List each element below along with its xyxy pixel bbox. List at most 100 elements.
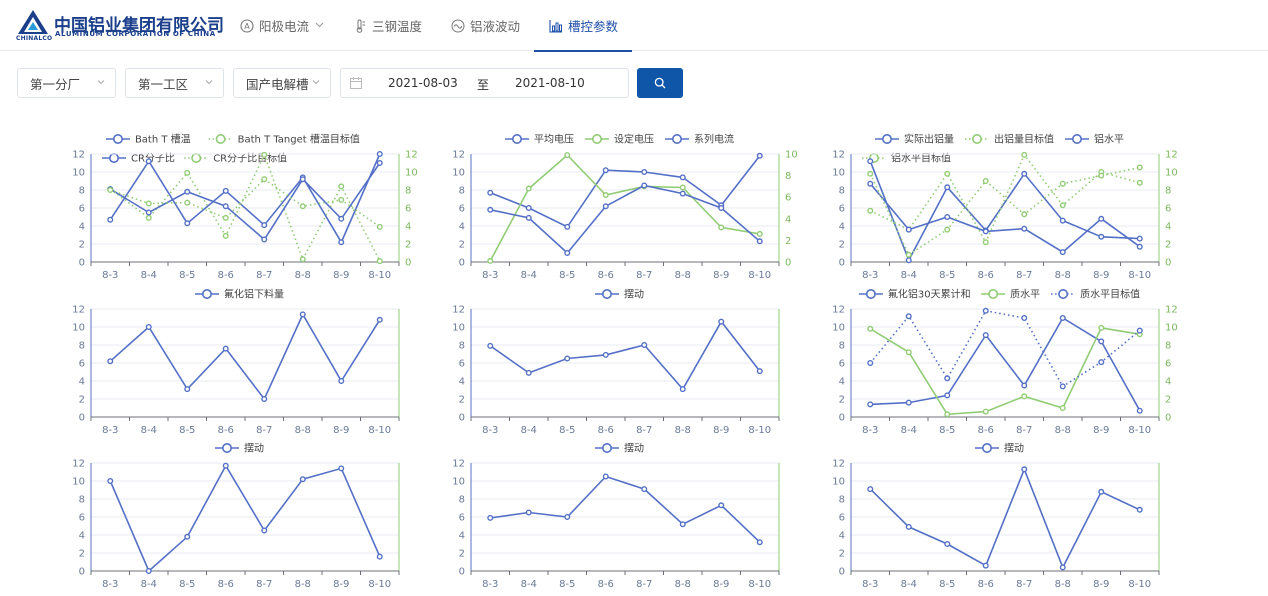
data-point	[1059, 383, 1066, 390]
data-point	[222, 214, 229, 221]
legend-item[interactable]: 出铝量目标值	[965, 133, 1054, 146]
legend-label: 摆动	[244, 442, 264, 455]
x-tick-label: 8-8	[1055, 270, 1071, 281]
data-point	[1021, 170, 1028, 177]
y-tick-label-right: 4	[1165, 377, 1171, 388]
tab-liquid-fluctuation[interactable]: 铝液波动	[436, 0, 534, 51]
tab-label: 铝液波动	[470, 19, 521, 34]
data-point	[1059, 404, 1066, 411]
main-nav: A 阳极电流 三钢温度 铝液波动 槽控参数	[225, 0, 633, 52]
legend-item[interactable]: 铝水平目标值	[862, 152, 951, 165]
data-point	[107, 216, 114, 223]
y-tick-label-left: 4	[839, 531, 845, 542]
legend-item[interactable]: 摆动	[975, 442, 1024, 455]
legend-swatch-marker	[982, 443, 993, 453]
x-tick-label: 8-9	[713, 270, 729, 281]
legend-item[interactable]: 质水平	[981, 289, 1040, 301]
anode-icon: A	[239, 18, 254, 33]
company-logo[interactable]: CHINALCO 中国铝业集团有限公司 ALUMINUM CORPORATION…	[16, 8, 224, 44]
legend-swatch-marker	[1071, 134, 1082, 144]
tab-anode-current[interactable]: A 阳极电流	[225, 0, 338, 51]
y-tick-label-left: 0	[79, 258, 85, 269]
series-line	[870, 316, 1141, 412]
x-tick-label: 8-5	[559, 579, 575, 590]
series-line	[869, 327, 1140, 416]
data-point	[222, 345, 229, 352]
x-tick-label: 8-10	[748, 270, 771, 281]
x-tick-label: 8-10	[748, 579, 771, 590]
y-tick-label-right: 0	[405, 258, 411, 269]
chevron-down-icon	[97, 80, 105, 85]
chart-swing-1: 摆动 0 2 4 6 8 10 12 8-3 8-4 8-5 8-6 8-7 8-8 8-9 8-10	[420, 283, 800, 443]
x-tick-label: 8-7	[256, 270, 272, 281]
tab-label: 槽控参数	[568, 19, 619, 34]
data-point	[487, 514, 494, 521]
legend-item[interactable]: 氟化铝下料量	[195, 288, 284, 301]
data-point	[944, 170, 951, 177]
date-range-picker[interactable]: 2021-08-03 至 2021-08-10	[340, 68, 629, 98]
x-tick-label: 8-6	[598, 425, 614, 436]
legend-item[interactable]: Bath T 槽温	[105, 133, 191, 146]
y-tick-label-right: 6	[785, 193, 791, 204]
thermometer-icon	[352, 18, 367, 33]
legend-label: 氟化铝30天累计和	[888, 288, 971, 301]
data-point	[718, 318, 725, 325]
legend-label: 铝水平目标值	[891, 152, 951, 165]
legend-item[interactable]: 铝水平	[1065, 134, 1124, 146]
legend-label: 平均电压	[534, 133, 574, 146]
x-tick-label: 8-5	[179, 425, 195, 436]
data-point	[107, 187, 114, 194]
x-tick-label: 8-8	[295, 425, 311, 436]
legend-item[interactable]: 氟化铝30天累计和	[858, 288, 971, 301]
data-point	[867, 325, 874, 332]
y-tick-label-right: 4	[1165, 222, 1171, 233]
data-point	[602, 203, 609, 210]
legend-item[interactable]: CR分子比目标值	[184, 152, 287, 165]
y-tick-label-left: 6	[79, 359, 85, 370]
start-date-input[interactable]: 2021-08-03	[388, 76, 458, 90]
data-point	[222, 462, 229, 469]
data-point	[867, 180, 874, 187]
legend-item[interactable]: 设定电压	[585, 133, 654, 146]
data-point	[718, 502, 725, 509]
data-point	[1021, 393, 1028, 400]
data-point	[376, 316, 383, 323]
legend-item[interactable]: 摆动	[215, 442, 264, 455]
data-point	[905, 257, 912, 264]
tab-steel-temperature[interactable]: 三钢温度	[338, 0, 436, 51]
chevron-down-icon	[312, 80, 320, 85]
data-point	[944, 540, 951, 547]
legend-item[interactable]: 质水平目标值	[1051, 288, 1140, 301]
tab-cell-control-params[interactable]: 槽控参数	[534, 0, 633, 52]
data-point	[1059, 315, 1066, 322]
legend-item[interactable]: 平均电压	[505, 133, 574, 146]
search-button[interactable]	[637, 68, 683, 98]
legend-item[interactable]: 实际出铝量	[875, 133, 954, 146]
data-point	[261, 151, 268, 158]
end-date-input[interactable]: 2021-08-10	[515, 76, 585, 90]
legend-item[interactable]: 摆动	[595, 442, 644, 455]
data-point	[1136, 235, 1143, 242]
legend-item[interactable]: CR分子比	[102, 153, 175, 165]
y-tick-label-left: 2	[459, 395, 465, 406]
y-tick-label-right: 0	[1165, 258, 1171, 269]
y-tick-label-right: 2	[405, 240, 411, 251]
legend-item[interactable]: Bath T Tanget 槽温目标值	[208, 133, 360, 146]
data-point	[107, 478, 114, 485]
x-tick-label: 8-6	[218, 425, 234, 436]
data-point	[1098, 233, 1105, 240]
legend-swatch-marker	[592, 134, 603, 144]
workshop-select[interactable]: 第一工区	[125, 68, 224, 98]
factory-select[interactable]: 第一分厂	[17, 68, 116, 98]
cell-type-select[interactable]: 国产电解槽	[233, 68, 331, 98]
chart-alf3-feed: 氟化铝下料量 0 2 4 6 8 10 12 8-3 8-4 8-5 8-6 8-7 8-8 8-9 8-10	[40, 283, 420, 443]
chevron-down-icon	[205, 80, 213, 85]
x-tick-label: 8-7	[256, 579, 272, 590]
series-line	[489, 153, 760, 262]
legend-item[interactable]: 摆动	[595, 288, 644, 301]
y-tick-label-right: 2	[1165, 240, 1171, 251]
y-tick-label-left: 4	[839, 377, 845, 388]
legend-swatch-marker	[112, 134, 123, 144]
legend-item[interactable]: 系列电流	[665, 133, 734, 146]
y-tick-label-right: 12	[405, 150, 418, 161]
